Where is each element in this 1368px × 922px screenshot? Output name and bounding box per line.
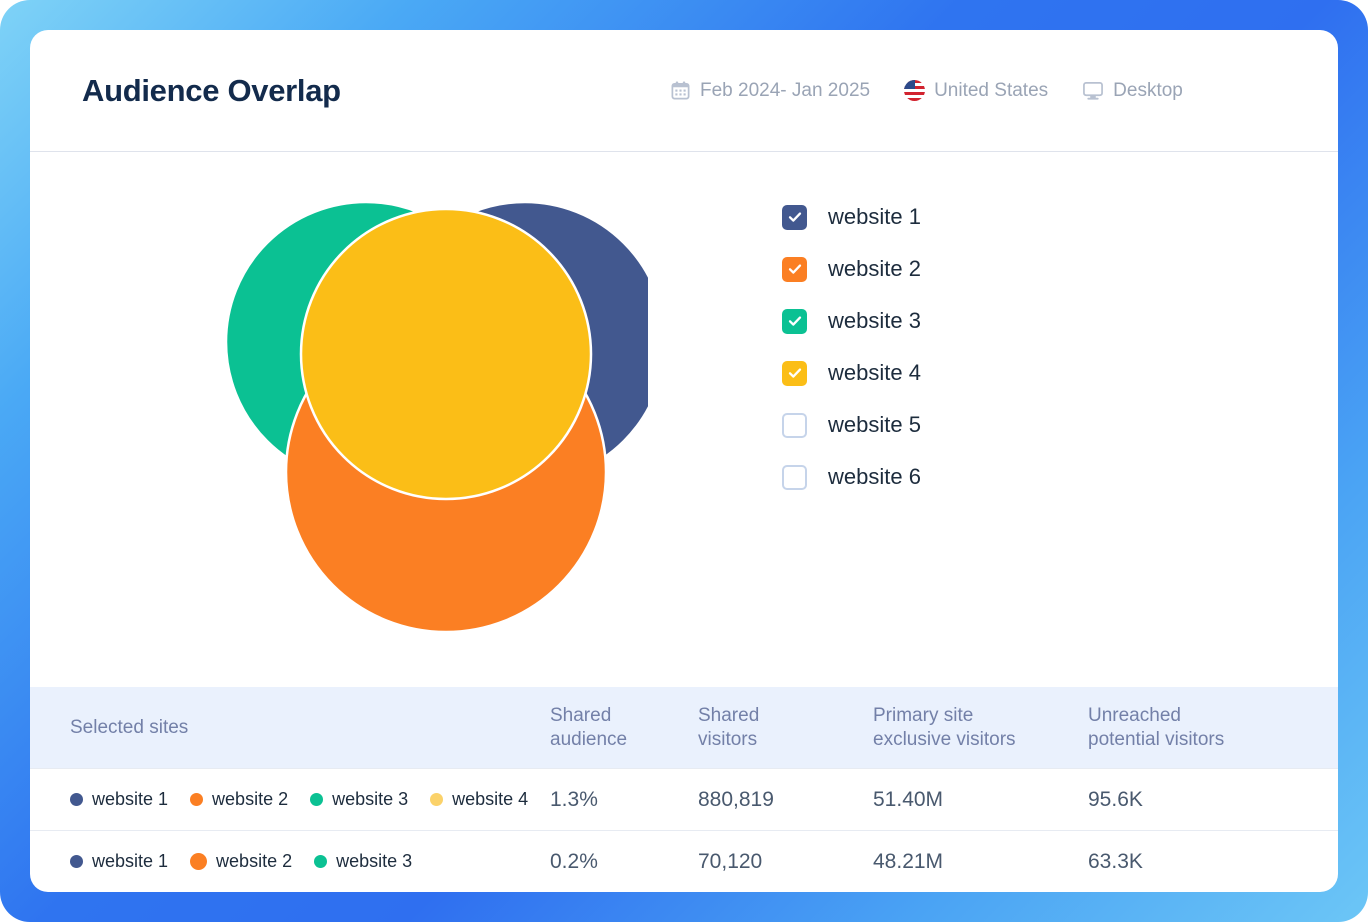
row-shared-visitors: 880,819 <box>698 787 774 811</box>
site-chip: website 4 <box>430 789 528 810</box>
column-header-shared-visitors: Shared visitors <box>698 705 760 750</box>
column-header-selected-sites: Selected sites <box>70 716 189 738</box>
checkbox-website-3[interactable] <box>782 308 807 334</box>
site-chip: website 3 <box>314 851 412 872</box>
row-shared-audience: 0.2% <box>550 849 598 873</box>
legend: website 1 website 2 website 3 <box>782 200 921 494</box>
site-chip: website 1 <box>70 851 168 872</box>
legend-item-website-3[interactable]: website 3 <box>782 304 921 338</box>
row-primary-site-exclusive-visitors: 51.40M <box>873 787 944 811</box>
header-meta-group: Feb 2024- Jan 2025 United States <box>670 80 1183 102</box>
site-dot-icon <box>314 855 328 868</box>
row-unreached-potential-visitors: 63.3K <box>1088 849 1143 873</box>
column-header-shared-audience: Shared audience <box>550 705 628 750</box>
meta-item-country[interactable]: United States <box>904 80 1048 102</box>
card-header: Audience Overlap <box>30 30 1338 152</box>
site-chip-label: website 3 <box>332 789 409 809</box>
table-row[interactable]: website 1 website 2 website 3 websi <box>30 768 1338 830</box>
calendar-icon <box>670 80 691 101</box>
legend-label-website-3: website 3 <box>828 308 921 333</box>
column-header-primary-site-exclusive-visitors: Primary site exclusive visitors <box>873 705 1016 750</box>
checkbox-website-4[interactable] <box>782 360 807 386</box>
site-chip: website 2 <box>190 851 292 872</box>
legend-label-website-1: website 1 <box>828 204 921 229</box>
checkbox-website-1[interactable] <box>782 204 807 230</box>
row-selected-sites: website 1 website 2 website 3 websi <box>30 789 550 810</box>
page-title: Audience Overlap <box>82 72 341 108</box>
audience-overlap-card: Audience Overlap <box>30 30 1338 892</box>
site-dot-icon <box>70 855 83 868</box>
card-body: website 1 website 2 website 3 <box>30 152 1338 677</box>
site-dot-icon <box>310 793 324 806</box>
flag-us-icon <box>904 80 926 101</box>
legend-item-website-1[interactable]: website 1 <box>782 200 921 234</box>
desktop-icon <box>1082 80 1104 101</box>
site-chip-label: website 4 <box>452 789 529 809</box>
row-unreached-potential-visitors: 95.6K <box>1088 787 1143 811</box>
row-primary-site-exclusive-visitors: 48.21M <box>873 849 944 873</box>
venn-diagram[interactable] <box>128 167 648 647</box>
checkbox-website-5[interactable] <box>782 412 807 438</box>
legend-label-website-5: website 5 <box>828 412 921 437</box>
checkbox-website-2[interactable] <box>782 256 807 282</box>
row-selected-sites: website 1 website 2 website 3 <box>30 851 550 872</box>
meta-item-device[interactable]: Desktop <box>1082 80 1183 102</box>
site-chip-label: website 1 <box>92 851 169 871</box>
site-chip-label: website 2 <box>216 851 293 871</box>
legend-label-website-4: website 4 <box>828 360 921 385</box>
site-chip: website 2 <box>190 789 288 810</box>
site-dot-icon <box>190 793 204 806</box>
overlap-table: Selected sites Shared audience Shared vi… <box>30 687 1338 892</box>
legend-item-website-5[interactable]: website 5 <box>782 408 921 442</box>
legend-label-website-6: website 6 <box>828 464 921 489</box>
venn-circle-website-4 <box>299 207 593 501</box>
site-chip: website 3 <box>310 789 408 810</box>
legend-item-website-4[interactable]: website 4 <box>782 356 921 390</box>
row-shared-audience: 1.3% <box>550 787 598 811</box>
meta-label-device: Desktop <box>1113 79 1183 101</box>
legend-item-website-6[interactable]: website 6 <box>782 460 921 494</box>
table-header-row: Selected sites Shared audience Shared vi… <box>30 687 1338 768</box>
site-dot-icon <box>70 793 83 806</box>
legend-item-website-2[interactable]: website 2 <box>782 252 921 286</box>
site-chip-label: website 3 <box>336 851 413 871</box>
site-chip-label: website 2 <box>212 789 289 809</box>
site-dot-icon <box>430 793 444 806</box>
table-row[interactable]: website 1 website 2 website 3 0.2% 70,12… <box>30 830 1338 892</box>
meta-item-date-range[interactable]: Feb 2024- Jan 2025 <box>670 80 870 102</box>
meta-label-date-range: Feb 2024- Jan 2025 <box>700 79 871 101</box>
site-dot-icon <box>190 853 208 870</box>
row-shared-visitors: 70,120 <box>698 849 763 873</box>
legend-label-website-2: website 2 <box>828 256 921 281</box>
meta-label-country: United States <box>934 79 1049 101</box>
checkbox-website-6[interactable] <box>782 464 807 490</box>
site-chip-label: website 1 <box>92 789 169 809</box>
column-header-unreached-potential-visitors: Unreached potential visitors <box>1088 705 1225 750</box>
site-chip: website 1 <box>70 789 168 810</box>
